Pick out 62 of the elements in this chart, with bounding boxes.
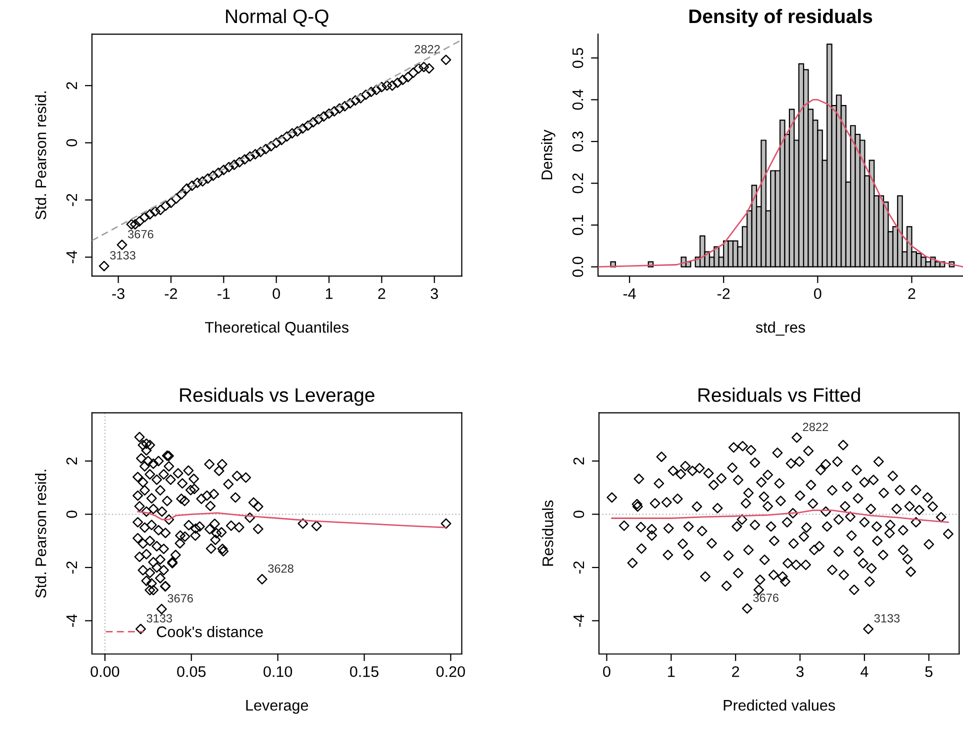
x-axis-title: Theoretical Quantiles bbox=[205, 322, 348, 336]
x-tick-label: 5 bbox=[925, 666, 932, 678]
x-tick-label: 0.05 bbox=[177, 666, 206, 678]
x-tick-label: 0.20 bbox=[436, 666, 465, 678]
x-tick-label: 0 bbox=[814, 288, 822, 300]
x-tick-label: 1 bbox=[326, 288, 333, 299]
annotation: 3676 bbox=[753, 594, 778, 602]
x-axis-title: Leverage bbox=[246, 700, 308, 714]
annotation: 3133 bbox=[146, 614, 172, 622]
annotation: 2822 bbox=[414, 45, 440, 54]
y-tick-label: -2 bbox=[66, 561, 77, 574]
annotation: 2822 bbox=[802, 422, 828, 432]
x-tick-label: 2 bbox=[908, 288, 916, 299]
x-tick-label: -4 bbox=[623, 288, 636, 299]
y-tick-label: 0.3 bbox=[572, 132, 584, 152]
x-tick-label: -3 bbox=[112, 288, 124, 300]
y-tick-label: 2 bbox=[573, 458, 584, 465]
y-tick-label: -4 bbox=[66, 250, 77, 264]
x-tick-label: 0.00 bbox=[90, 666, 120, 678]
x-tick-label: 3 bbox=[430, 288, 438, 300]
x-tick-label: 2 bbox=[378, 288, 386, 299]
x-tick-label: 1 bbox=[668, 666, 675, 677]
y-tick-label: 0 bbox=[66, 510, 78, 518]
annotation: 3133 bbox=[110, 251, 136, 260]
y-tick-label: -2 bbox=[573, 561, 584, 574]
x-tick-label: 0.15 bbox=[350, 666, 378, 678]
y-tick-label: 2 bbox=[66, 82, 77, 90]
y-tick-label: 0.5 bbox=[572, 48, 584, 68]
y-axis-title: Std. Pearson resid. bbox=[35, 470, 46, 598]
x-tick-label: -1 bbox=[218, 288, 230, 299]
y-tick-label: 0.0 bbox=[572, 256, 584, 277]
x-tick-label: -2 bbox=[164, 288, 178, 299]
y-axis-title: Residuals bbox=[542, 500, 554, 566]
annotation: 3676 bbox=[128, 230, 154, 238]
x-tick-label: 0 bbox=[603, 666, 610, 678]
y-tick-label: 0.1 bbox=[572, 215, 584, 236]
x-tick-label: 4 bbox=[860, 666, 868, 677]
y-tick-label: 0.2 bbox=[572, 173, 584, 194]
y-tick-label: -2 bbox=[66, 194, 77, 206]
legend-label: Cook's distance bbox=[156, 626, 263, 638]
y-axis-title: Std. Pearson resid. bbox=[35, 92, 46, 220]
chart-title: Residuals vs Leverage bbox=[180, 388, 374, 406]
x-axis-title: Predicted values bbox=[724, 699, 835, 711]
annotation: 3628 bbox=[268, 564, 294, 573]
y-tick-label: 0.4 bbox=[572, 90, 584, 110]
chart-title: Normal Q-Q bbox=[226, 8, 328, 27]
x-axis-title: std_res bbox=[756, 322, 806, 336]
y-axis-title: Density bbox=[541, 130, 556, 180]
chart-title: Residuals vs Fitted bbox=[698, 388, 860, 402]
y-tick-label: 0 bbox=[66, 139, 78, 146]
x-tick-label: 0 bbox=[272, 288, 280, 300]
x-tick-label: 3 bbox=[796, 666, 804, 678]
x-tick-label: 2 bbox=[732, 666, 740, 677]
annotation: 3133 bbox=[874, 614, 900, 622]
x-tick-label: -2 bbox=[717, 288, 730, 299]
chart-title: Density of residuals bbox=[689, 8, 872, 28]
y-tick-label: 0 bbox=[573, 510, 584, 518]
y-tick-label: -4 bbox=[66, 614, 77, 627]
annotation: 3676 bbox=[168, 594, 193, 603]
y-tick-label: -4 bbox=[574, 614, 584, 627]
x-tick-label: 0.10 bbox=[264, 666, 292, 678]
y-tick-label: 2 bbox=[66, 458, 77, 465]
